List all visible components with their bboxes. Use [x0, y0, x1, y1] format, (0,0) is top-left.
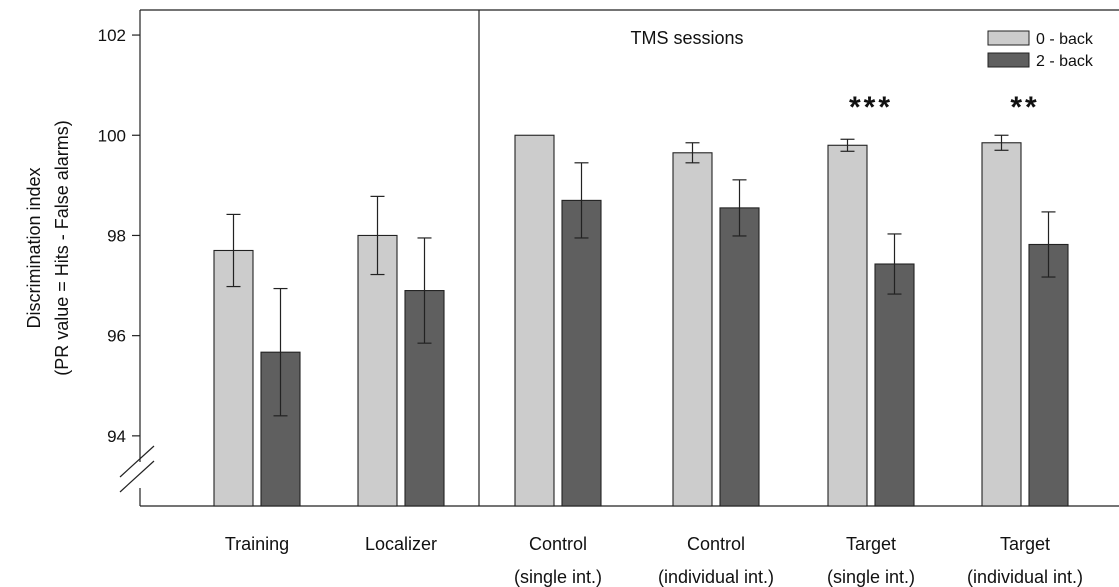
legend-swatch	[987, 52, 1030, 68]
category-labels: Training Localizer Control (single int.) Con…	[225, 534, 1083, 587]
bars	[213, 134, 1069, 507]
legend: 0 - back 2 - back	[987, 30, 1094, 70]
y-axis-title-line-1: Discrimination index	[24, 167, 44, 328]
plot-frame	[119, 9, 1119, 507]
y-axis-title: Discrimination index (PR value = Hits - …	[24, 120, 72, 376]
bar-0-back	[672, 152, 713, 507]
category-sublabel: (individual int.)	[658, 567, 774, 587]
category-label: Localizer	[365, 534, 437, 554]
category-label: Control	[529, 534, 587, 554]
category-label: Target	[846, 534, 896, 554]
bar-0-back	[514, 134, 555, 507]
session-label: TMS sessions	[630, 28, 743, 48]
y-tick-label: 98	[107, 226, 126, 245]
y-tick-label: 96	[107, 327, 126, 346]
legend-swatch	[987, 30, 1030, 46]
y-axis-title-line-2: (PR value = Hits - False alarms)	[52, 120, 72, 376]
legend-label: 0 - back	[1036, 31, 1094, 48]
bar-2-back	[561, 199, 602, 507]
error-bars	[226, 134, 1056, 417]
bar-0-back	[981, 142, 1022, 507]
category-sublabel: (individual int.)	[967, 567, 1083, 587]
bar-0-back	[213, 249, 254, 507]
category-sublabel: (single int.)	[514, 567, 602, 587]
category-label: Training	[225, 534, 289, 554]
category-label: Control	[687, 534, 745, 554]
category-label: Target	[1000, 534, 1050, 554]
axis-break-mark	[119, 445, 155, 478]
legend-label: 2 - back	[1036, 53, 1094, 70]
bar-0-back	[827, 144, 868, 507]
bar-2-back	[1028, 243, 1069, 507]
bar-2-back	[874, 263, 915, 507]
y-axis: 94 96 98 100 102	[98, 26, 140, 446]
bar-0-back	[357, 234, 398, 507]
annotations: TMS sessions *** **	[630, 28, 1039, 124]
y-tick-label: 100	[98, 126, 126, 145]
y-tick-label: 102	[98, 26, 126, 45]
significance-marker: ***	[849, 91, 893, 124]
significance-marker: **	[1010, 91, 1039, 124]
bar-2-back	[719, 207, 760, 507]
axis-break-mark	[119, 460, 155, 493]
y-tick-label: 94	[107, 427, 126, 446]
category-sublabel: (single int.)	[827, 567, 915, 587]
